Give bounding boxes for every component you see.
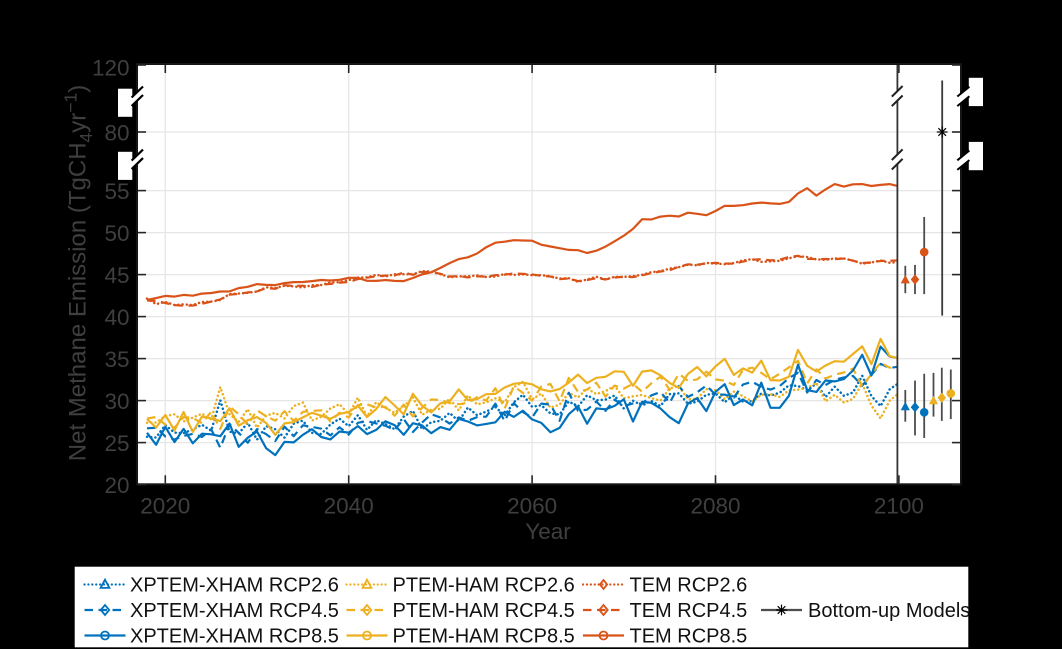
svg-text:50: 50 bbox=[104, 221, 129, 246]
svg-text:45: 45 bbox=[104, 263, 129, 288]
svg-text:25: 25 bbox=[104, 431, 129, 456]
svg-text:XPTEM-XHAM RCP8.5: XPTEM-XHAM RCP8.5 bbox=[130, 626, 339, 648]
svg-text:2020: 2020 bbox=[140, 494, 190, 519]
svg-text:PTEM-HAM RCP8.5: PTEM-HAM RCP8.5 bbox=[393, 626, 575, 648]
svg-text:XPTEM-XHAM RCP4.5: XPTEM-XHAM RCP4.5 bbox=[130, 600, 339, 622]
svg-text:2100: 2100 bbox=[874, 494, 924, 519]
svg-text:Bottom-up Models: Bottom-up Models bbox=[808, 600, 970, 622]
svg-text:2060: 2060 bbox=[507, 494, 557, 519]
svg-text:Year: Year bbox=[525, 519, 571, 544]
svg-text:30: 30 bbox=[104, 389, 129, 414]
svg-text:PTEM-HAM RCP4.5: PTEM-HAM RCP4.5 bbox=[393, 600, 575, 622]
svg-text:20: 20 bbox=[104, 473, 129, 498]
svg-text:TEM RCP4.5: TEM RCP4.5 bbox=[630, 600, 748, 622]
svg-text:2040: 2040 bbox=[324, 494, 374, 519]
svg-text:PTEM-HAM RCP2.6: PTEM-HAM RCP2.6 bbox=[393, 575, 575, 597]
svg-text:40: 40 bbox=[104, 305, 129, 330]
svg-text:TEM RCP2.6: TEM RCP2.6 bbox=[630, 575, 748, 597]
svg-text:120: 120 bbox=[92, 56, 130, 81]
svg-text:TEM RCP8.5: TEM RCP8.5 bbox=[630, 626, 748, 648]
svg-text:2080: 2080 bbox=[690, 494, 740, 519]
svg-text:35: 35 bbox=[104, 347, 129, 372]
svg-text:55: 55 bbox=[104, 179, 129, 204]
svg-text:XPTEM-XHAM RCP2.6: XPTEM-XHAM RCP2.6 bbox=[130, 575, 339, 597]
svg-text:Net Methane Emission (TgCH4yr−: Net Methane Emission (TgCH4yr−1) bbox=[61, 85, 97, 461]
svg-text:80: 80 bbox=[104, 121, 129, 146]
